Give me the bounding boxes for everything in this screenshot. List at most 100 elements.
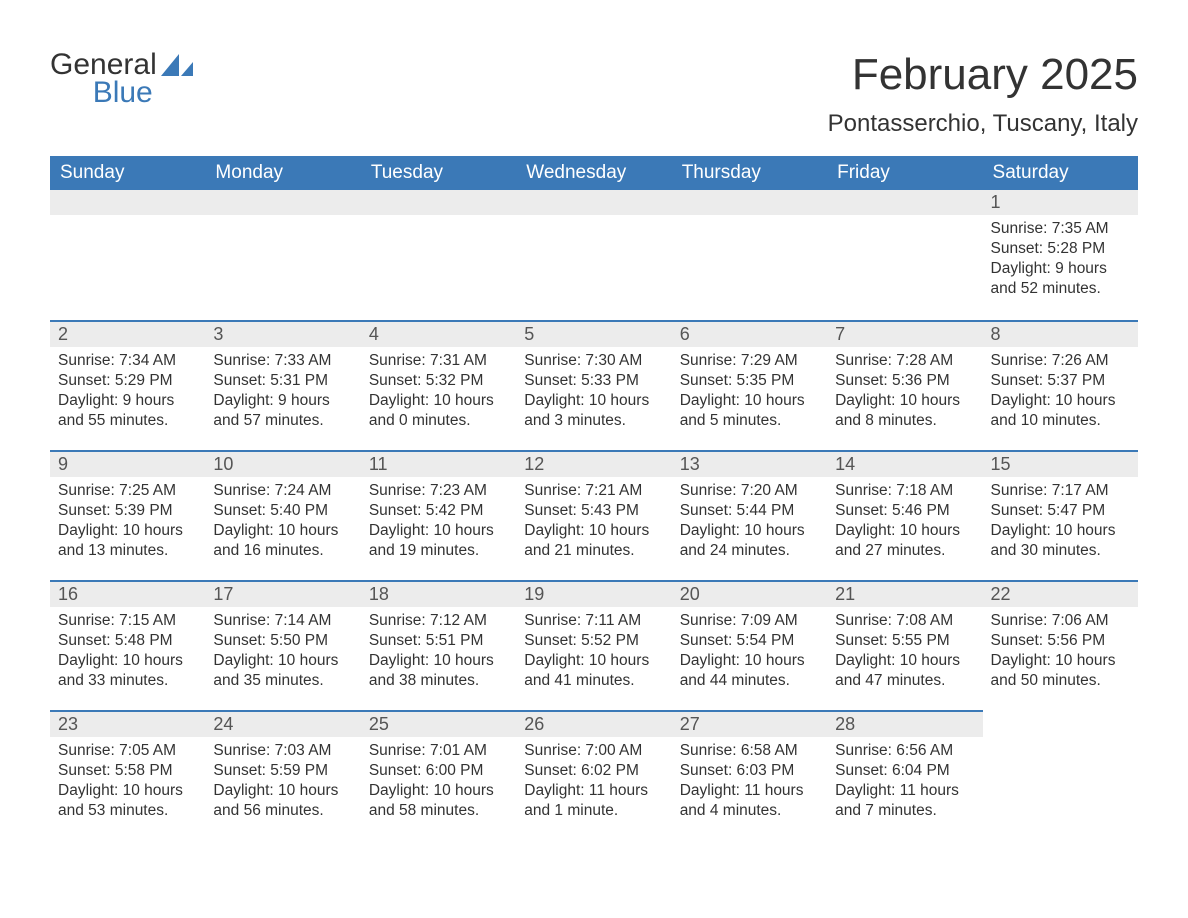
day-details: Sunrise: 7:12 AMSunset: 5:51 PMDaylight:… xyxy=(361,607,516,702)
day-number: 26 xyxy=(516,710,671,737)
calendar-cell: 20Sunrise: 7:09 AMSunset: 5:54 PMDayligh… xyxy=(672,580,827,710)
weekday-header: Tuesday xyxy=(361,156,516,190)
daylight-text: Daylight: 10 hours and 58 minutes. xyxy=(369,781,508,821)
daylight-text: Daylight: 10 hours and 41 minutes. xyxy=(524,651,663,691)
day-details: Sunrise: 7:00 AMSunset: 6:02 PMDaylight:… xyxy=(516,737,671,832)
day-number-bar-empty xyxy=(205,190,360,215)
day-details: Sunrise: 7:23 AMSunset: 5:42 PMDaylight:… xyxy=(361,477,516,572)
day-number: 7 xyxy=(827,320,982,347)
sunrise-text: Sunrise: 7:14 AM xyxy=(213,611,352,631)
sunset-text: Sunset: 5:44 PM xyxy=(680,501,819,521)
month-title: February 2025 xyxy=(828,50,1138,100)
sunrise-text: Sunrise: 7:20 AM xyxy=(680,481,819,501)
sunset-text: Sunset: 5:48 PM xyxy=(58,631,197,651)
sunrise-text: Sunrise: 7:09 AM xyxy=(680,611,819,631)
day-number-bar-empty xyxy=(672,190,827,215)
day-number-bar-empty xyxy=(827,190,982,215)
day-number: 15 xyxy=(983,450,1138,477)
calendar-cell: 10Sunrise: 7:24 AMSunset: 5:40 PMDayligh… xyxy=(205,450,360,580)
day-number: 20 xyxy=(672,580,827,607)
weekday-header: Wednesday xyxy=(516,156,671,190)
calendar-cell: 11Sunrise: 7:23 AMSunset: 5:42 PMDayligh… xyxy=(361,450,516,580)
day-details: Sunrise: 7:28 AMSunset: 5:36 PMDaylight:… xyxy=(827,347,982,442)
sunset-text: Sunset: 5:58 PM xyxy=(58,761,197,781)
calendar-cell: 27Sunrise: 6:58 AMSunset: 6:03 PMDayligh… xyxy=(672,710,827,840)
sunrise-text: Sunrise: 7:18 AM xyxy=(835,481,974,501)
sunrise-text: Sunrise: 7:05 AM xyxy=(58,741,197,761)
day-details: Sunrise: 7:06 AMSunset: 5:56 PMDaylight:… xyxy=(983,607,1138,702)
calendar-cell xyxy=(361,190,516,320)
sunrise-text: Sunrise: 7:11 AM xyxy=(524,611,663,631)
day-details: Sunrise: 7:33 AMSunset: 5:31 PMDaylight:… xyxy=(205,347,360,442)
sunrise-text: Sunrise: 7:31 AM xyxy=(369,351,508,371)
sunrise-text: Sunrise: 7:28 AM xyxy=(835,351,974,371)
day-details: Sunrise: 7:20 AMSunset: 5:44 PMDaylight:… xyxy=(672,477,827,572)
day-number: 27 xyxy=(672,710,827,737)
daylight-text: Daylight: 10 hours and 3 minutes. xyxy=(524,391,663,431)
day-details: Sunrise: 6:58 AMSunset: 6:03 PMDaylight:… xyxy=(672,737,827,832)
sunset-text: Sunset: 6:02 PM xyxy=(524,761,663,781)
daylight-text: Daylight: 10 hours and 44 minutes. xyxy=(680,651,819,691)
calendar-cell: 4Sunrise: 7:31 AMSunset: 5:32 PMDaylight… xyxy=(361,320,516,450)
sunset-text: Sunset: 5:50 PM xyxy=(213,631,352,651)
daylight-text: Daylight: 10 hours and 53 minutes. xyxy=(58,781,197,821)
day-number-bar-empty xyxy=(516,190,671,215)
weekday-header: Thursday xyxy=(672,156,827,190)
day-number: 28 xyxy=(827,710,982,737)
daylight-text: Daylight: 10 hours and 47 minutes. xyxy=(835,651,974,691)
sunset-text: Sunset: 6:04 PM xyxy=(835,761,974,781)
calendar-cell: 16Sunrise: 7:15 AMSunset: 5:48 PMDayligh… xyxy=(50,580,205,710)
sunset-text: Sunset: 5:52 PM xyxy=(524,631,663,651)
sunrise-text: Sunrise: 7:34 AM xyxy=(58,351,197,371)
sunset-text: Sunset: 6:00 PM xyxy=(369,761,508,781)
calendar-cell xyxy=(205,190,360,320)
calendar-cell: 8Sunrise: 7:26 AMSunset: 5:37 PMDaylight… xyxy=(983,320,1138,450)
calendar-cell: 26Sunrise: 7:00 AMSunset: 6:02 PMDayligh… xyxy=(516,710,671,840)
calendar-week: 23Sunrise: 7:05 AMSunset: 5:58 PMDayligh… xyxy=(50,710,1138,840)
day-number: 5 xyxy=(516,320,671,347)
calendar-cell: 3Sunrise: 7:33 AMSunset: 5:31 PMDaylight… xyxy=(205,320,360,450)
day-number: 17 xyxy=(205,580,360,607)
weekday-header: Saturday xyxy=(983,156,1138,190)
daylight-text: Daylight: 10 hours and 16 minutes. xyxy=(213,521,352,561)
daylight-text: Daylight: 10 hours and 38 minutes. xyxy=(369,651,508,691)
daylight-text: Daylight: 10 hours and 13 minutes. xyxy=(58,521,197,561)
day-details: Sunrise: 7:09 AMSunset: 5:54 PMDaylight:… xyxy=(672,607,827,702)
sunset-text: Sunset: 5:28 PM xyxy=(991,239,1130,259)
day-number: 23 xyxy=(50,710,205,737)
day-number: 19 xyxy=(516,580,671,607)
day-details: Sunrise: 7:08 AMSunset: 5:55 PMDaylight:… xyxy=(827,607,982,702)
day-number: 14 xyxy=(827,450,982,477)
sunrise-text: Sunrise: 7:33 AM xyxy=(213,351,352,371)
calendar-cell: 14Sunrise: 7:18 AMSunset: 5:46 PMDayligh… xyxy=(827,450,982,580)
day-number: 25 xyxy=(361,710,516,737)
logo-sail-icon xyxy=(161,54,195,85)
calendar-cell xyxy=(827,190,982,320)
daylight-text: Daylight: 10 hours and 24 minutes. xyxy=(680,521,819,561)
sunrise-text: Sunrise: 7:25 AM xyxy=(58,481,197,501)
calendar-cell: 9Sunrise: 7:25 AMSunset: 5:39 PMDaylight… xyxy=(50,450,205,580)
sunset-text: Sunset: 5:39 PM xyxy=(58,501,197,521)
calendar-cell: 7Sunrise: 7:28 AMSunset: 5:36 PMDaylight… xyxy=(827,320,982,450)
daylight-text: Daylight: 11 hours and 1 minute. xyxy=(524,781,663,821)
weekday-header: Friday xyxy=(827,156,982,190)
sunrise-text: Sunrise: 7:01 AM xyxy=(369,741,508,761)
day-number: 8 xyxy=(983,320,1138,347)
calendar-cell: 28 Sunrise: 6:56 AMSunset: 6:04 PMDayligh… xyxy=(827,710,982,840)
daylight-text: Daylight: 11 hours and 4 minutes. xyxy=(680,781,819,821)
sunrise-text: Sunrise: 7:26 AM xyxy=(991,351,1130,371)
sunset-text: Sunset: 5:40 PM xyxy=(213,501,352,521)
sunrise-text: Sunrise: 7:21 AM xyxy=(524,481,663,501)
calendar-cell: 13Sunrise: 7:20 AMSunset: 5:44 PMDayligh… xyxy=(672,450,827,580)
daylight-text: Daylight: 9 hours and 55 minutes. xyxy=(58,391,197,431)
day-number: 6 xyxy=(672,320,827,347)
sunset-text: Sunset: 5:54 PM xyxy=(680,631,819,651)
calendar-table: SundayMondayTuesdayWednesdayThursdayFrid… xyxy=(50,156,1138,840)
sunrise-text: Sunrise: 6:56 AM xyxy=(835,741,974,761)
calendar-cell: 5Sunrise: 7:30 AMSunset: 5:33 PMDaylight… xyxy=(516,320,671,450)
day-number: 21 xyxy=(827,580,982,607)
day-details: Sunrise: 7:26 AMSunset: 5:37 PMDaylight:… xyxy=(983,347,1138,442)
day-number: 18 xyxy=(361,580,516,607)
daylight-text: Daylight: 11 hours and 7 minutes. xyxy=(835,781,974,821)
sunrise-text: Sunrise: 7:29 AM xyxy=(680,351,819,371)
